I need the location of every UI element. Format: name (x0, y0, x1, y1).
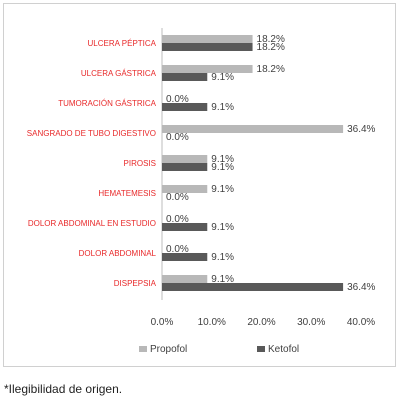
data-label-ketofol: 9.1% (211, 102, 234, 113)
data-label-propofol: 18.2% (257, 34, 285, 45)
bar-chart: ULCERA PÉPTICA 18.2%18.2%ULCERA GÁSTRICA 1… (27, 28, 376, 355)
data-label-propofol: 9.1% (211, 184, 234, 195)
bar-ketofol (162, 253, 208, 261)
x-tick-label: 30.0% (297, 317, 325, 328)
data-label-ketofol: 9.1% (211, 252, 234, 263)
bar-propofol (162, 35, 253, 43)
bar-ketofol (162, 73, 208, 81)
bar-ketofol (162, 283, 344, 291)
bar-propofol (162, 185, 208, 193)
data-label-ketofol: 9.1% (211, 162, 234, 173)
legend-label-propofol: Propofol (150, 344, 187, 355)
category-label: ULCERA GÁSTRICA (81, 69, 157, 78)
bar-ketofol (162, 223, 208, 231)
legend-swatch-ketofol (257, 346, 265, 352)
category-label: SANGRADO DE TUBO DIGESTIVO (27, 129, 156, 138)
x-tick-label: 0.0% (151, 317, 174, 328)
data-label-propofol: 0.0% (166, 244, 189, 255)
category-label: PIROSIS (124, 159, 156, 168)
bar-propofol (162, 275, 208, 283)
bar-ketofol (162, 163, 208, 171)
data-label-propofol: 18.2% (257, 64, 285, 75)
category-label: DISPEPSIA (114, 279, 157, 288)
x-tick-label: 20.0% (247, 317, 275, 328)
x-tick-label: 10.0% (198, 317, 226, 328)
data-label-propofol: 9.1% (211, 274, 234, 285)
bar-propofol (162, 125, 344, 133)
data-label-propofol: 9.1% (211, 154, 234, 165)
category-label: HEMATEMESIS (98, 189, 156, 198)
data-label-propofol: 0.0% (166, 94, 189, 105)
data-label-propofol: 36.4% (347, 124, 375, 135)
data-label-ketofol: 0.0% (166, 132, 189, 143)
bar-ketofol (162, 43, 253, 51)
data-label-ketofol: 36.4% (347, 282, 375, 293)
legend-label-ketofol: Ketofol (268, 344, 299, 355)
bar-ketofol (162, 103, 208, 111)
data-label-ketofol: 9.1% (211, 222, 234, 233)
legend-swatch-propofol (139, 346, 147, 352)
data-label-ketofol: 9.1% (211, 72, 234, 83)
data-label-ketofol: 18.2% (257, 42, 285, 53)
category-label: DOLOR ABDOMINAL (79, 249, 157, 258)
bar-propofol (162, 65, 253, 73)
footnote: *Ilegibilidad de origen. (4, 382, 123, 396)
x-tick-label: 40.0% (347, 317, 375, 328)
data-label-ketofol: 0.0% (166, 192, 189, 203)
category-label: TUMORACIÓN GÁSTRICA (58, 99, 156, 108)
bar-propofol (162, 155, 208, 163)
data-label-propofol: 0.0% (166, 214, 189, 225)
category-label: DOLOR ABDOMINAL EN ESTUDIO (28, 219, 156, 228)
category-label: ULCERA PÉPTICA (88, 39, 157, 48)
